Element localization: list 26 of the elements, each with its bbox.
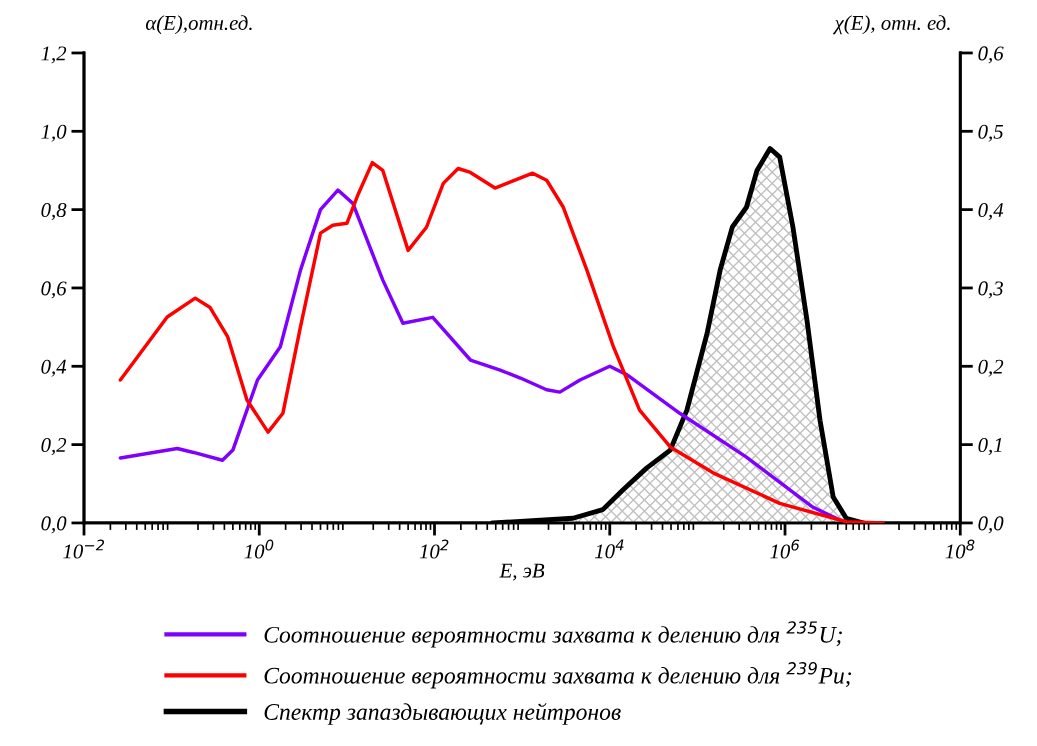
- legend-label: Соотношение вероятности захвата к делению для $^{239}$Pu;: [264, 662, 852, 689]
- x-tick-label: 10$^{−2}$: [63, 539, 105, 559]
- y2-tick-label: 0,0: [978, 516, 1004, 534]
- y-tick-label: 0,0: [41, 516, 67, 534]
- y-tick-label: 1,0: [41, 124, 67, 142]
- y-tick-label: 1,2: [41, 46, 67, 64]
- y-axis-title: α(E),отн.ед.: [145, 15, 252, 35]
- x-tick-label: 10$^{2}$: [419, 539, 449, 559]
- y-tick-label: 0,4: [41, 359, 67, 377]
- y2-tick-label: 0,5: [978, 124, 1004, 142]
- legend-label: Соотношение вероятности захвата к делению для $^{235}$U;: [264, 621, 842, 648]
- y-tick-label: 0,8: [41, 203, 67, 221]
- legend-label: Спектр запаздывающих нейтронов: [264, 702, 621, 725]
- y2-tick-label: 0,2: [978, 359, 1004, 377]
- y-tick-label: 0,6: [41, 281, 67, 299]
- y2-tick-label: 0,1: [978, 437, 1002, 456]
- x-tick-label: 10$^{8}$: [945, 539, 975, 559]
- y-tick-label: 0,2: [41, 437, 67, 456]
- x-axis-title: E, эВ: [499, 563, 545, 581]
- x-tick-label: 10$^{0}$: [244, 539, 274, 559]
- y2-tick-label: 0,6: [978, 46, 1004, 64]
- y2-tick-label: 0,4: [978, 203, 1004, 221]
- y2-axis-title: χ(E), отн. ед.: [832, 15, 950, 35]
- y2-tick-label: 0,3: [978, 281, 1003, 299]
- x-tick-label: 10$^{6}$: [770, 539, 800, 559]
- x-tick-label: 10$^{4}$: [594, 539, 624, 559]
